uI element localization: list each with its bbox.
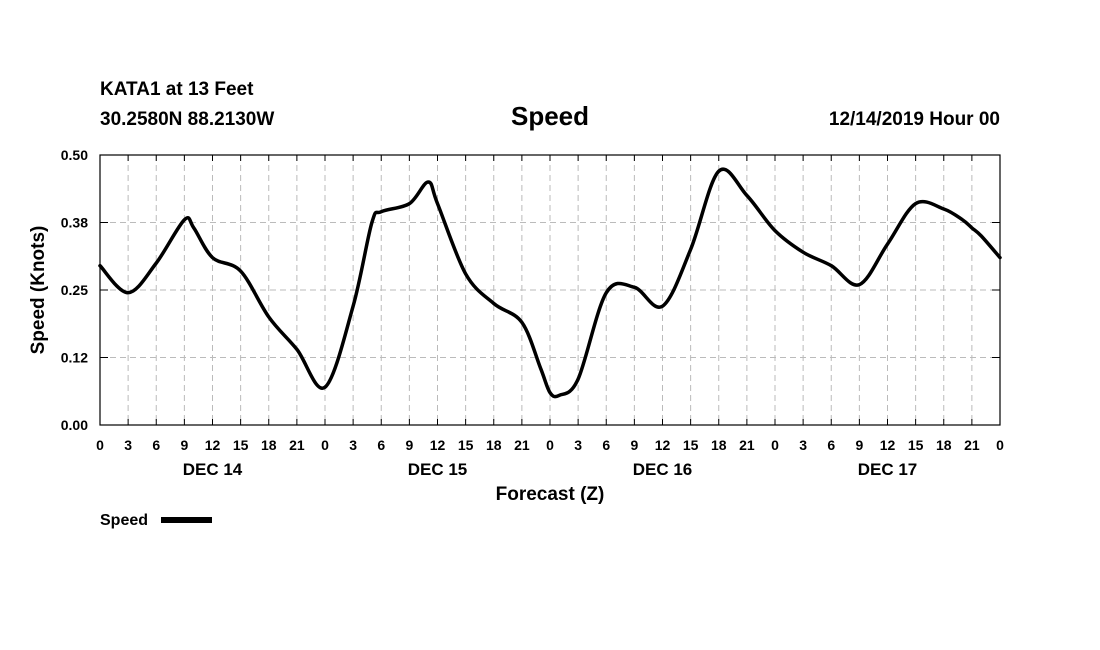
y-tick-label: 0.00 — [61, 417, 88, 433]
x-tick-label: 12 — [205, 437, 221, 453]
x-tick-label: 15 — [233, 437, 249, 453]
day-label: DEC 14 — [183, 460, 243, 479]
x-tick-label: 21 — [964, 437, 980, 453]
x-axis-label: Forecast (Z) — [496, 484, 605, 505]
y-tick-label: 0.12 — [61, 350, 88, 366]
y-tick-label: 0.50 — [61, 147, 88, 163]
day-label: DEC 16 — [633, 460, 693, 479]
day-label: DEC 15 — [408, 460, 468, 479]
x-tick-label: 21 — [739, 437, 755, 453]
y-axis-label: Speed (Knots) — [28, 226, 49, 355]
x-tick-label: 18 — [486, 437, 502, 453]
x-tick-label: 6 — [152, 437, 160, 453]
x-tick-label: 6 — [377, 437, 385, 453]
x-tick-label: 3 — [124, 437, 132, 453]
legend-label: Speed — [100, 512, 148, 529]
x-tick-label: 12 — [655, 437, 671, 453]
x-tick-label: 6 — [827, 437, 835, 453]
day-label: DEC 17 — [858, 460, 918, 479]
run-time-label: 12/14/2019 Hour 00 — [829, 109, 1000, 130]
x-tick-label: 21 — [289, 437, 305, 453]
x-tick-label: 15 — [458, 437, 474, 453]
x-tick-label: 0 — [996, 437, 1004, 453]
x-tick-label: 0 — [771, 437, 779, 453]
speed-series-line — [98, 167, 1002, 399]
x-tick-label: 0 — [96, 437, 104, 453]
x-tick-label: 0 — [546, 437, 554, 453]
axis-ticks — [99, 154, 1001, 426]
chart-title: Speed — [511, 101, 589, 131]
location-label: 30.2580N 88.2130W — [100, 109, 274, 130]
x-tick-label: 0 — [321, 437, 329, 453]
x-tick-label: 9 — [405, 437, 413, 453]
grid-lines — [100, 155, 1000, 425]
x-tick-label: 9 — [180, 437, 188, 453]
y-tick-label: 0.38 — [61, 215, 88, 231]
x-tick-label: 3 — [349, 437, 357, 453]
x-tick-label: 9 — [630, 437, 638, 453]
station-label: KATA1 at 13 Feet — [100, 79, 254, 100]
y-tick-labels: 0.00 0.12 0.25 0.38 0.50 — [61, 147, 88, 433]
x-tick-label: 15 — [683, 437, 699, 453]
x-tick-label: 6 — [602, 437, 610, 453]
x-tick-label: 18 — [936, 437, 952, 453]
x-tick-label: 18 — [261, 437, 277, 453]
x-tick-label: 9 — [855, 437, 863, 453]
x-tick-labels: 0 3 6 9 12 15 18 21 0 3 6 9 12 15 18 21 0 3 6 9 12 15 18 21 0 3 6 9… — [96, 437, 1004, 453]
x-tick-label: 12 — [430, 437, 446, 453]
x-tick-label: 15 — [908, 437, 924, 453]
x-tick-label: 12 — [880, 437, 896, 453]
x-tick-label: 3 — [574, 437, 582, 453]
x-tick-label: 3 — [799, 437, 807, 453]
y-tick-label: 0.25 — [61, 282, 88, 298]
x-tick-label: 21 — [514, 437, 530, 453]
x-tick-label: 18 — [711, 437, 727, 453]
day-labels: DEC 14 DEC 15 DEC 16 DEC 17 — [183, 460, 918, 479]
legend-swatch — [161, 517, 212, 523]
